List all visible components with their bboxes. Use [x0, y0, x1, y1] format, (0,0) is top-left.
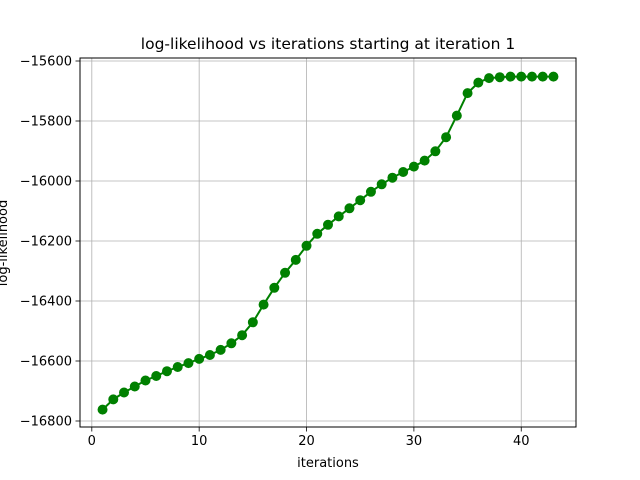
plot-area-frame	[79, 57, 577, 428]
x-tick-label: 40	[513, 434, 530, 449]
data-point	[537, 71, 548, 82]
data-point	[387, 172, 398, 183]
data-point	[505, 71, 516, 82]
data-point	[333, 211, 344, 222]
y-tick-label: −16000	[20, 175, 72, 190]
data-point	[280, 267, 291, 278]
data-point	[323, 219, 333, 230]
data-point	[355, 195, 366, 206]
data-point	[226, 338, 237, 349]
series-layer	[97, 71, 559, 415]
data-point	[408, 161, 419, 172]
chart-title: log-likelihood vs iterations starting at…	[141, 35, 515, 53]
data-point	[344, 203, 355, 214]
data-point	[204, 350, 215, 360]
data-point	[140, 375, 151, 386]
data-point	[516, 71, 527, 82]
y-tick-label: −15600	[20, 55, 72, 70]
data-point	[441, 132, 452, 143]
data-point	[301, 240, 312, 251]
data-point	[269, 282, 280, 293]
data-point	[376, 179, 387, 190]
data-point	[194, 353, 205, 364]
x-tick-label: 0	[88, 434, 96, 449]
data-point	[430, 146, 441, 157]
data-point	[398, 167, 409, 177]
x-tick-label: 20	[298, 434, 315, 449]
data-point	[108, 394, 119, 405]
data-point	[494, 72, 505, 83]
data-point	[258, 299, 269, 310]
y-tick-label: −16800	[20, 415, 72, 430]
x-tick-label: 30	[406, 434, 423, 449]
data-point	[290, 254, 301, 265]
y-tick-label: −15800	[20, 115, 72, 130]
data-point	[161, 366, 172, 377]
data-point	[548, 71, 559, 82]
data-point	[526, 71, 537, 82]
axis-ticks: 0 10 20 30 40 −16800 −16600 −16400 −16200 −16000 −…	[20, 55, 530, 450]
data-point	[97, 404, 108, 415]
data-point	[312, 228, 323, 239]
y-tick-label: −16600	[20, 355, 72, 370]
x-axis-label: iterations	[297, 456, 359, 471]
data-point	[484, 73, 495, 84]
data-point	[151, 371, 162, 381]
data-point	[215, 344, 226, 355]
data-point	[473, 77, 484, 88]
data-point	[129, 381, 140, 392]
data-point	[183, 358, 194, 369]
data-point	[419, 155, 430, 166]
data-point	[172, 362, 183, 372]
data-point	[462, 88, 473, 99]
y-axis-label: log-likelihood	[0, 200, 11, 286]
x-tick-label: 10	[191, 434, 208, 449]
y-tick-label: −16400	[20, 295, 72, 310]
y-tick-label: −16200	[20, 235, 72, 250]
data-point	[119, 387, 130, 398]
data-point	[451, 110, 462, 121]
data-point	[365, 186, 376, 197]
data-point	[237, 330, 248, 341]
data-point	[247, 317, 258, 328]
